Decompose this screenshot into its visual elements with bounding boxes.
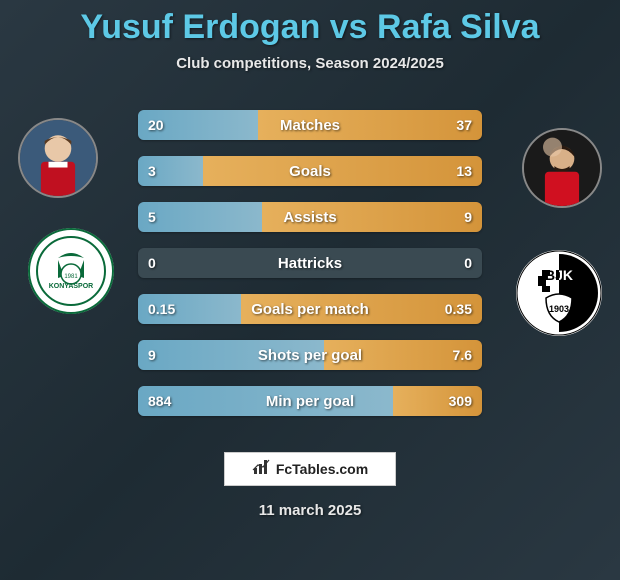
player-right-icon bbox=[524, 130, 600, 206]
stat-value-left: 884 bbox=[148, 386, 171, 416]
stat-value-left: 20 bbox=[148, 110, 164, 140]
stat-row: Goals3 13 bbox=[138, 156, 482, 186]
stat-label: Goals bbox=[138, 156, 482, 186]
stat-row: Shots per goal9 7.6 bbox=[138, 340, 482, 370]
date-text: 11 march 2025 bbox=[0, 502, 620, 519]
stat-value-right: 9 bbox=[464, 202, 472, 232]
besiktas-logo-icon: BJK BJK 1903 bbox=[516, 250, 602, 336]
stat-value-left: 3 bbox=[148, 156, 156, 186]
stat-row: Assists5 9 bbox=[138, 202, 482, 232]
player-right-avatar bbox=[522, 128, 602, 208]
player-left-avatar bbox=[18, 118, 98, 198]
club-left-logo: KONYASPOR 1981 bbox=[28, 228, 114, 314]
stat-value-right: 37 bbox=[456, 110, 472, 140]
stat-label: Shots per goal bbox=[138, 340, 482, 370]
comparison-area: KONYASPOR 1981 BJK BJK 1903 Matches20 37 G… bbox=[0, 100, 620, 430]
stat-value-right: 7.6 bbox=[453, 340, 472, 370]
stat-row: Hattricks0 0 bbox=[138, 248, 482, 278]
stat-value-left: 9 bbox=[148, 340, 156, 370]
chart-icon bbox=[252, 458, 272, 481]
konyaspor-logo-icon: KONYASPOR 1981 bbox=[28, 228, 114, 314]
stat-label: Matches bbox=[138, 110, 482, 140]
stat-row: Min per goal884 309 bbox=[138, 386, 482, 416]
stat-value-right: 13 bbox=[456, 156, 472, 186]
stat-value-left: 0.15 bbox=[148, 294, 175, 324]
stat-value-left: 5 bbox=[148, 202, 156, 232]
svg-text:1903: 1903 bbox=[549, 304, 569, 314]
footer-brand-box: FcTables.com bbox=[224, 452, 396, 486]
stat-label: Hattricks bbox=[138, 248, 482, 278]
svg-text:1981: 1981 bbox=[64, 274, 78, 280]
footer-brand-text: FcTables.com bbox=[276, 461, 368, 477]
stat-value-right: 0.35 bbox=[445, 294, 472, 324]
svg-text:KONYASPOR: KONYASPOR bbox=[49, 283, 93, 290]
stat-label: Goals per match bbox=[138, 294, 482, 324]
stat-value-right: 309 bbox=[449, 386, 472, 416]
stats-block: Matches20 37 Goals3 13 Assists5 9 Hattricks0 0 G… bbox=[138, 110, 482, 416]
stat-row: Goals per match0.15 0.35 bbox=[138, 294, 482, 324]
stat-label: Assists bbox=[138, 202, 482, 232]
stat-label: Min per goal bbox=[138, 386, 482, 416]
page-title: Yusuf Erdogan vs Rafa Silva bbox=[0, 0, 620, 47]
subtitle: Club competitions, Season 2024/2025 bbox=[0, 55, 620, 72]
club-right-logo: BJK BJK 1903 bbox=[516, 250, 602, 336]
player-left-icon bbox=[20, 120, 96, 196]
stat-value-right: 0 bbox=[464, 248, 472, 278]
stat-row: Matches20 37 bbox=[138, 110, 482, 140]
stat-value-left: 0 bbox=[148, 248, 156, 278]
